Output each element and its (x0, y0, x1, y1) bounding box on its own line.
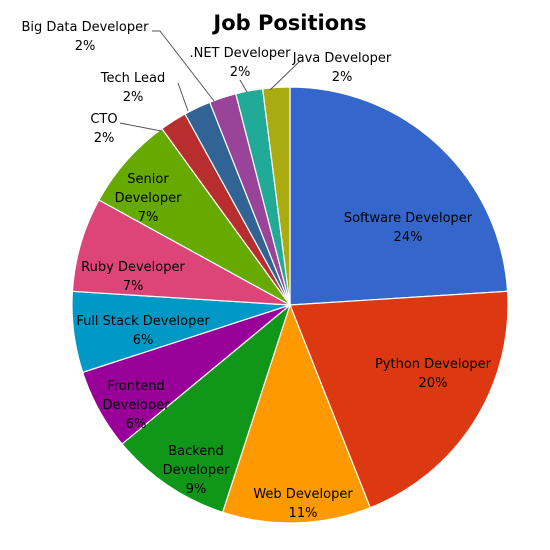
slice-label-tech-lead: Tech Lead 2% (100, 71, 165, 105)
slice-backend-developer (121, 303, 292, 514)
slice-label-cto: CTO 2% (90, 112, 117, 146)
pie-slices (71, 86, 509, 524)
slice-label-ruby-developer: Ruby Developer 7% (81, 260, 185, 294)
slice-label-java-developer: Java Developer 2% (292, 51, 392, 85)
slice-label-backend-developer: Backend Developer 9% (163, 444, 231, 497)
slice-python-developer (289, 290, 509, 509)
slice-labels: Software Developer 24% Python Developer 20%… (22, 20, 492, 521)
slice-label-big-data-developer: Big Data Developer 2% (22, 20, 150, 54)
leader-cto (119, 122, 162, 132)
leader-lines (119, 30, 301, 132)
slice-java-developer (262, 86, 291, 306)
leader-big-data-developer (152, 30, 215, 102)
leader-net-developer (239, 79, 248, 93)
slice-software-developer (289, 86, 509, 306)
slice-label-web-developer: Web Developer 11% (253, 487, 353, 521)
slice-label-software-developer: Software Developer 24% (344, 211, 473, 245)
slice-label-full-stack-developer: Full Stack Developer 6% (76, 314, 210, 348)
slice-web-developer (221, 303, 372, 524)
leader-tech-lead (177, 82, 189, 112)
slice-label-net-developer: .NET Developer 2% (189, 46, 291, 80)
slice-label-senior-developer: Senior Developer 7% (115, 172, 183, 225)
chart-title: Job Positions (211, 11, 366, 35)
leader-java-developer (269, 60, 301, 91)
slice-label-frontend-developer: Frontend Developer 6% (103, 379, 171, 432)
slice-label-python-developer: Python Developer 20% (375, 357, 492, 391)
